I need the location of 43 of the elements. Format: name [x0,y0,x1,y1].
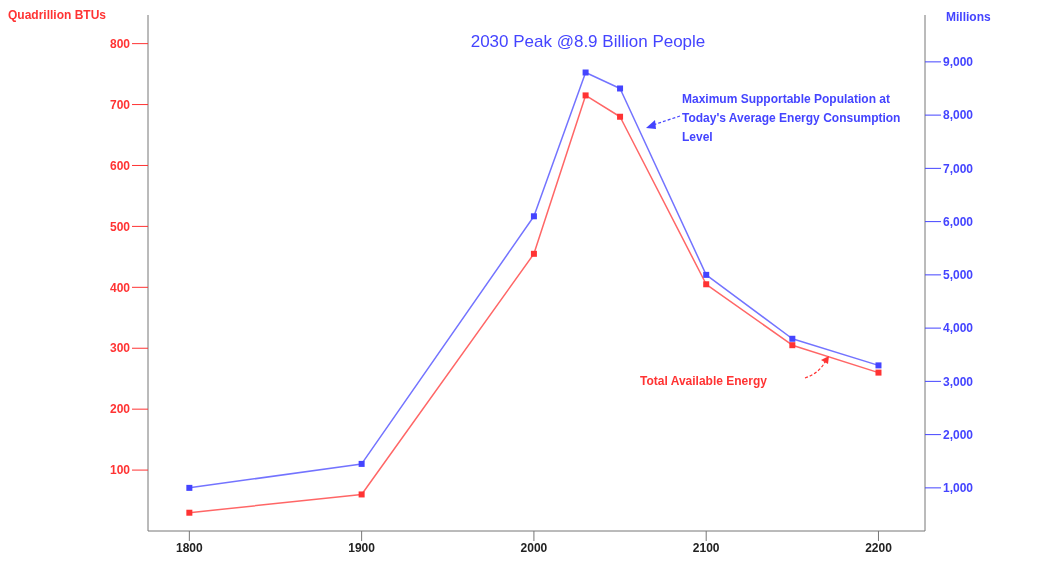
point [186,484,193,491]
y2-tick-label: 8,000 [943,108,974,123]
point [186,509,193,516]
point [789,335,796,342]
y2-axis-title: Millions [946,10,991,24]
x-tick-label: 2100 [692,540,720,555]
y-tick-label: 100 [109,463,131,478]
y-tick-label: 500 [109,219,131,234]
point [530,213,537,220]
y2-tick-label: 5,000 [943,268,974,283]
point [530,250,537,257]
point [358,491,365,498]
point [617,85,624,92]
y-tick-label: 700 [109,97,131,112]
y2-tick-label: 4,000 [943,321,974,336]
y2-tick-label: 2,000 [943,427,974,442]
y-axis-title: Quadrillion BTUs [8,8,107,22]
y-tick-label: 300 [109,341,131,356]
y2-tick-label: 6,000 [943,214,974,229]
x-tick-label: 1900 [348,540,376,555]
legend-label: Maximum Supportable Population at Today's Average Energy Consumption Level [682,91,902,146]
point [617,113,624,120]
point [875,369,882,376]
point [582,69,589,76]
y2-tick-label: 7,000 [943,161,974,176]
point [875,362,882,369]
point [582,92,589,99]
text: 2030 Peak @8.9 Billion People [469,32,707,52]
y-tick-label: 600 [109,158,131,173]
y2-tick-label: 9,000 [943,55,974,70]
x-tick-label: 2200 [865,540,893,555]
y-tick-label: 800 [109,36,131,51]
y-tick-label: 200 [109,402,131,417]
y2-tick-label: 3,000 [943,374,974,389]
point [358,460,365,467]
point [703,271,710,278]
y2-tick-label: 1,000 [943,481,974,496]
x-tick-label: 1800 [176,540,204,555]
text: Total Available Energy [640,373,768,390]
point [789,342,796,349]
point [703,281,710,288]
y-tick-label: 400 [109,280,131,295]
x-tick-label: 2000 [520,540,548,555]
